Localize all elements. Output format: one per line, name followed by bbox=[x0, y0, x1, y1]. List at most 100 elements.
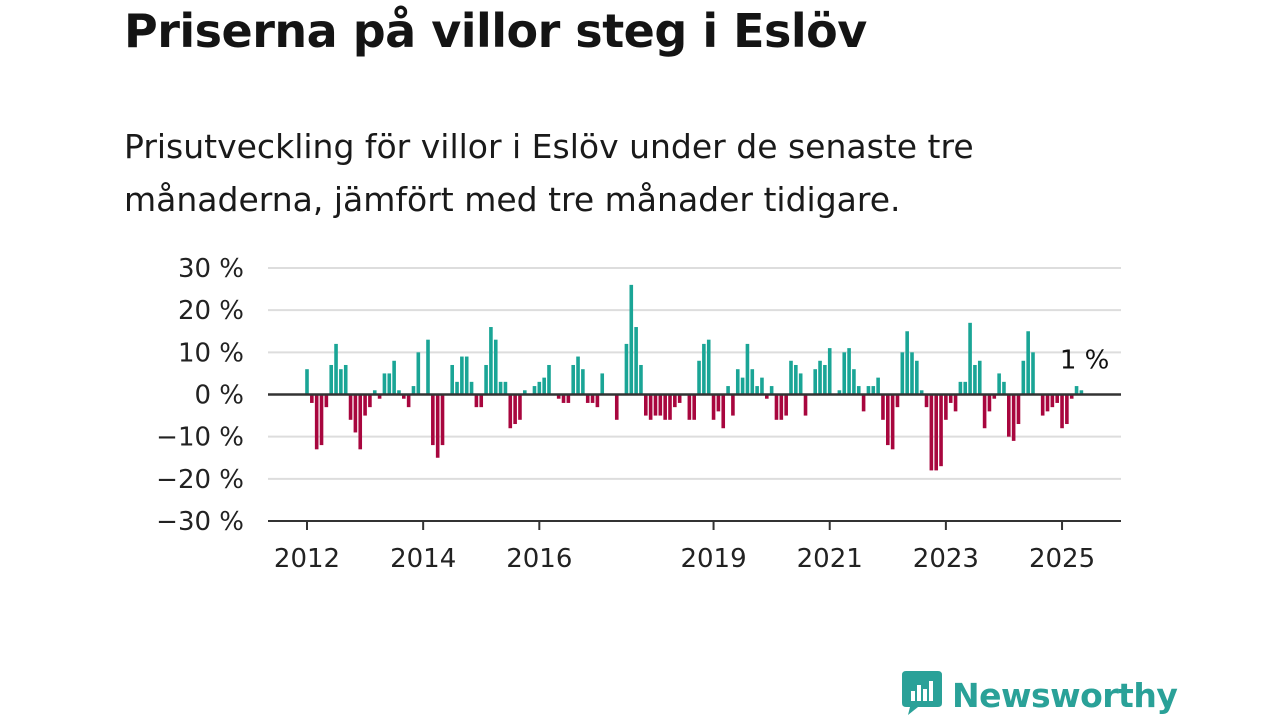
bar-negative bbox=[934, 394, 938, 471]
bar-chart: 30 % 20 % 10 % 0 % −10 % −20 % −30 % 2012 2014 20… bbox=[156, 254, 1121, 574]
bar-positive bbox=[523, 390, 527, 395]
bar-negative bbox=[406, 394, 411, 408]
bar-negative bbox=[474, 394, 479, 408]
bar-negative bbox=[644, 394, 648, 416]
bar-positive bbox=[852, 369, 856, 395]
bar-positive bbox=[343, 364, 348, 395]
chart-subtitle: Prisutveckling för villor i Eslöv under … bbox=[124, 127, 974, 219]
bar-positive bbox=[900, 352, 905, 395]
bar-negative bbox=[518, 394, 522, 420]
bar-positive bbox=[789, 360, 793, 395]
bar-positive bbox=[571, 364, 575, 395]
bar-positive bbox=[547, 364, 551, 395]
bar-negative bbox=[784, 394, 788, 416]
bar-positive bbox=[397, 390, 401, 395]
bar-negative bbox=[890, 394, 895, 450]
bar-negative bbox=[1065, 394, 1069, 425]
bar-negative bbox=[803, 394, 808, 416]
bar-positive bbox=[576, 356, 580, 395]
bar-positive bbox=[1074, 386, 1079, 395]
labels: 30 % 20 % 10 % 0 % −10 % −20 % −30 % 2012 2014 20… bbox=[156, 254, 1109, 574]
bar-positive bbox=[706, 339, 711, 395]
bar-negative bbox=[1060, 394, 1064, 429]
bar-positive bbox=[837, 390, 842, 395]
bar-negative bbox=[363, 394, 367, 416]
bar-positive bbox=[973, 364, 977, 395]
bar-positive bbox=[537, 381, 542, 395]
bar-positive bbox=[958, 381, 963, 395]
bar-positive bbox=[794, 364, 798, 395]
bar-negative bbox=[663, 394, 667, 420]
bar-positive bbox=[542, 377, 546, 395]
bar-negative bbox=[774, 394, 779, 420]
bar-positive bbox=[968, 322, 972, 395]
bar-positive bbox=[702, 343, 706, 395]
bar-positive bbox=[697, 360, 701, 395]
bar-negative bbox=[668, 394, 672, 420]
bar-positive bbox=[1031, 352, 1035, 395]
bar-negative bbox=[658, 394, 663, 416]
bar-negative bbox=[1011, 394, 1016, 441]
bar-positive bbox=[847, 348, 851, 395]
bar-negative bbox=[324, 394, 329, 408]
bar-negative bbox=[677, 394, 682, 403]
bar-negative bbox=[348, 394, 353, 420]
bar-negative bbox=[431, 394, 435, 446]
bar-negative bbox=[648, 394, 653, 420]
bar-negative bbox=[1050, 394, 1055, 408]
bar-positive bbox=[372, 390, 377, 395]
bar-positive bbox=[305, 369, 309, 395]
bar-negative bbox=[402, 394, 406, 399]
bar-positive bbox=[798, 373, 803, 395]
bar-negative bbox=[673, 394, 677, 408]
last-value-label: 1 % bbox=[1060, 345, 1110, 375]
x-tick-label: 2016 bbox=[506, 544, 572, 574]
bar-negative bbox=[1040, 394, 1045, 416]
bar-negative bbox=[881, 394, 885, 420]
bar-negative bbox=[944, 394, 948, 420]
bar-positive bbox=[532, 386, 537, 395]
bar-positive bbox=[334, 343, 338, 395]
bar-negative bbox=[377, 394, 382, 399]
bar-negative bbox=[614, 394, 619, 420]
axes bbox=[268, 393, 1121, 530]
bar-positive bbox=[426, 339, 430, 395]
bar-positive bbox=[469, 381, 474, 395]
bar-negative bbox=[440, 394, 445, 446]
bar-negative bbox=[585, 394, 590, 403]
bar-positive bbox=[842, 352, 847, 395]
bar-positive bbox=[740, 377, 745, 395]
bar-positive bbox=[629, 284, 634, 395]
bar-positive bbox=[827, 348, 832, 395]
bar-negative bbox=[721, 394, 726, 429]
bar-positive bbox=[769, 386, 774, 395]
x-tick-label: 2014 bbox=[390, 544, 456, 574]
bar-positive bbox=[745, 343, 750, 395]
bar-positive bbox=[735, 369, 740, 395]
bar-negative bbox=[1055, 394, 1059, 403]
bar-positive bbox=[823, 364, 827, 395]
chart-title: Priserna på villor steg i Eslöv bbox=[124, 4, 867, 58]
bar-negative bbox=[924, 394, 929, 408]
bar-positive bbox=[624, 343, 629, 395]
bar-positive bbox=[484, 364, 488, 395]
bar-negative bbox=[992, 394, 997, 399]
bar-positive bbox=[634, 327, 638, 395]
bar-positive bbox=[963, 381, 968, 395]
bar-negative bbox=[953, 394, 958, 412]
bar-positive bbox=[493, 339, 498, 395]
bar-positive bbox=[1002, 381, 1006, 395]
bar-negative bbox=[556, 394, 561, 399]
bar-positive bbox=[750, 369, 755, 395]
bar-positive bbox=[915, 360, 919, 395]
bar-positive bbox=[387, 373, 392, 395]
bar-positive bbox=[329, 364, 333, 395]
bar-negative bbox=[508, 394, 513, 429]
bar-negative bbox=[765, 394, 769, 399]
bar-positive bbox=[919, 390, 924, 395]
bar-negative bbox=[590, 394, 595, 403]
bar-negative bbox=[692, 394, 696, 420]
bar-negative bbox=[886, 394, 890, 446]
bar-negative bbox=[653, 394, 658, 416]
bar-positive bbox=[866, 386, 871, 395]
